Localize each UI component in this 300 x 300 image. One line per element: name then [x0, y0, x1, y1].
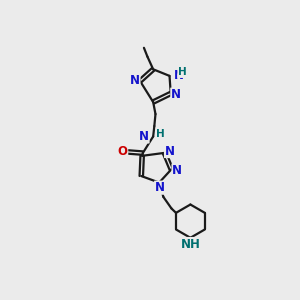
Text: O: O	[118, 146, 128, 158]
Text: N: N	[171, 88, 181, 101]
Text: N: N	[172, 164, 182, 177]
Text: N: N	[139, 130, 149, 143]
Text: N: N	[174, 69, 184, 82]
Text: N: N	[164, 145, 175, 158]
Text: H: H	[156, 129, 165, 139]
Text: N: N	[130, 74, 140, 87]
Text: N: N	[155, 181, 165, 194]
Text: NH: NH	[181, 238, 201, 250]
Text: H: H	[178, 68, 187, 77]
